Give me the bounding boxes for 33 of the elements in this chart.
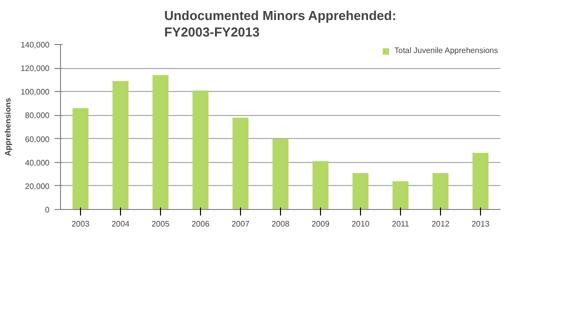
bar (192, 90, 208, 210)
x-tick-label: 2003 (72, 220, 90, 228)
y-tick-label: 80,000 (25, 111, 50, 120)
legend-label: Total Juvenile Apprehensions (394, 46, 498, 55)
bar (152, 75, 168, 210)
x-tick-label: 2011 (392, 220, 410, 228)
chart-title: Undocumented Minors Apprehended: FY2003-FY2013 (164, 8, 396, 40)
x-tick-label: 2007 (232, 220, 250, 228)
bar (72, 108, 88, 210)
y-tick-label: 140,000 (20, 40, 50, 50)
bar (392, 181, 408, 210)
bar (432, 172, 448, 210)
bar (272, 138, 288, 210)
bar (112, 81, 128, 210)
y-tick-label: 40,000 (25, 158, 50, 168)
x-tick-label: 2013 (472, 220, 490, 228)
x-tick-label: 2006 (192, 220, 210, 228)
y-tick-label: 0 (45, 206, 50, 214)
x-tick-label: 2009 (312, 220, 330, 228)
x-tick-label: 2005 (152, 220, 170, 228)
y-tick-label: 60,000 (25, 134, 50, 144)
y-axis-title: Apprehensions (4, 97, 13, 156)
bar (472, 152, 488, 210)
bar (352, 172, 368, 210)
bar (312, 161, 328, 210)
x-tick-label: 2004 (112, 220, 130, 228)
bar (232, 118, 248, 210)
x-tick-label: 2008 (272, 220, 290, 228)
y-tick-label: 100,000 (20, 88, 50, 97)
x-tick-label: 2010 (352, 220, 370, 228)
x-tick-label: 2012 (432, 220, 450, 228)
y-tick-label: 120,000 (20, 64, 50, 74)
y-tick-label: 20,000 (25, 182, 50, 191)
